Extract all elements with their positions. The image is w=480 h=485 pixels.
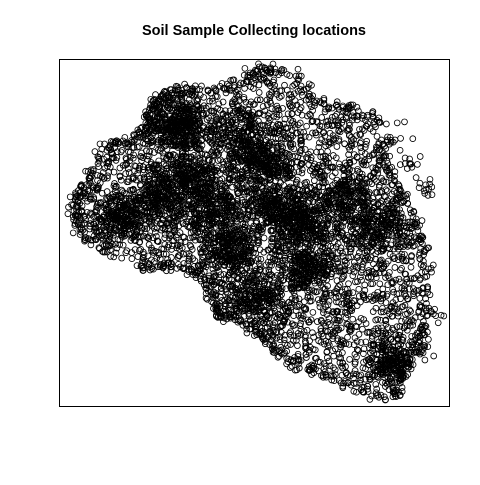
data-point	[204, 296, 210, 302]
data-point	[293, 308, 299, 314]
data-point	[295, 66, 301, 72]
data-point	[314, 319, 320, 325]
data-point	[342, 141, 348, 147]
data-point	[123, 171, 129, 177]
data-point	[403, 312, 409, 318]
data-point	[92, 149, 98, 155]
data-point	[122, 135, 128, 141]
data-point	[345, 334, 351, 340]
data-point	[392, 265, 398, 271]
data-point	[334, 144, 340, 150]
data-point	[268, 100, 274, 106]
data-point	[346, 281, 352, 287]
data-point	[65, 211, 71, 217]
data-point	[256, 90, 262, 96]
data-point	[287, 365, 293, 371]
data-point	[123, 250, 129, 256]
data-point	[367, 397, 373, 403]
data-point	[356, 286, 362, 292]
data-point	[118, 149, 124, 155]
data-point	[354, 133, 360, 139]
data-point	[380, 306, 386, 312]
data-point	[285, 111, 291, 117]
data-point	[359, 277, 365, 283]
data-point	[311, 178, 317, 184]
data-point	[137, 248, 143, 254]
data-point	[408, 264, 414, 270]
data-point	[352, 368, 358, 374]
data-point	[399, 265, 405, 271]
data-point	[319, 115, 325, 121]
data-point	[350, 316, 356, 322]
data-point	[417, 296, 423, 302]
data-point	[356, 332, 362, 338]
data-point	[244, 330, 250, 336]
data-point	[337, 282, 343, 288]
chart-title: Soil Sample Collecting locations	[142, 23, 366, 39]
scatter-points	[65, 61, 447, 403]
data-point	[126, 170, 132, 176]
data-point	[119, 255, 125, 261]
data-point	[304, 123, 310, 129]
data-point	[358, 299, 364, 305]
data-point	[242, 66, 248, 72]
data-point	[70, 230, 76, 236]
data-point	[409, 334, 415, 340]
data-point	[310, 310, 316, 316]
data-point	[360, 326, 366, 332]
data-point	[347, 357, 353, 363]
data-point	[350, 273, 356, 279]
